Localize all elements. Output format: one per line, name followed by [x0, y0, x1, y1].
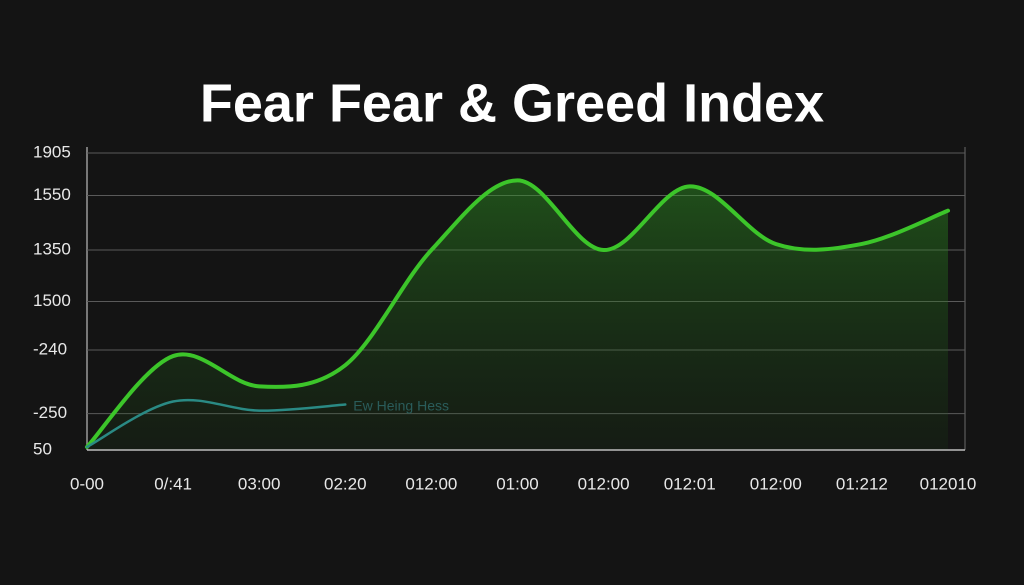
line — [85, 398, 347, 449]
x-tick-label: 01:00 — [496, 474, 539, 493]
x-tick-label: 012:00 — [750, 474, 802, 493]
x-tick-label: 012:00 — [578, 474, 630, 493]
area — [87, 180, 948, 450]
x-tick-label: 012:01 — [664, 474, 716, 493]
x-tick-label: 01:212 — [836, 474, 888, 493]
line — [85, 178, 950, 449]
chart-title: Fear Fear & Greed Index — [200, 73, 824, 133]
y-tick-label: -240 — [33, 339, 67, 358]
x-tick-label: 03:00 — [238, 474, 281, 493]
y-tick-label: 1350 — [33, 240, 71, 259]
x-tick-label: 02:20 — [324, 474, 367, 493]
y-tick-label: 1550 — [33, 185, 71, 204]
y-tick-label: -250 — [33, 403, 67, 422]
x-tick-label: 0-00 — [70, 474, 104, 493]
x-tick-label: 0/:41 — [154, 474, 192, 493]
series-label: Ew Heing Hess — [353, 397, 449, 413]
y-tick-label: 1500 — [33, 291, 71, 310]
y-tick-label: 1905 — [33, 143, 71, 162]
y-tick-label: 50 — [33, 439, 52, 458]
plot: Ew Heing Hess — [85, 178, 950, 450]
x-tick-label: 012010 — [920, 474, 977, 493]
x-tick-label: 012:00 — [405, 474, 457, 493]
